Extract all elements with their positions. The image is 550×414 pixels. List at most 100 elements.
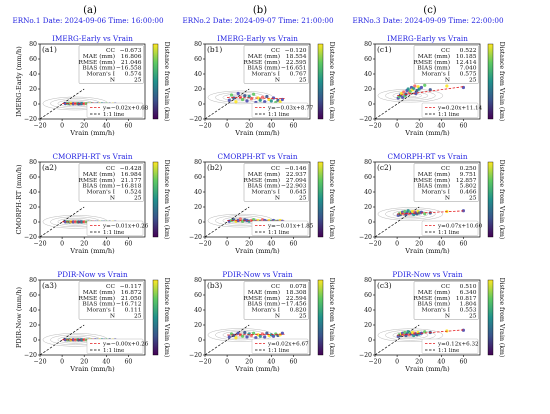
x-tick-label: 20	[415, 359, 423, 366]
panel-title: PDIR-Now vs Vrain	[392, 270, 463, 279]
stat-name: Moran's I	[86, 72, 115, 78]
data-point	[240, 334, 245, 338]
panel-title: IMERG-Early vs Vrain	[52, 34, 133, 43]
colorbar-label: Distance from Vrain (km)	[328, 42, 335, 122]
data-point	[414, 91, 418, 96]
y-tick-label: 80	[29, 41, 37, 48]
y-tick-label: 0	[33, 101, 37, 108]
data-point	[232, 96, 236, 100]
stat-value: 21.177	[121, 178, 142, 184]
stat-value: 6.340	[460, 290, 477, 296]
panels: IMERG-Early vs Vrain −20 0 20 40 60 −20 0 20 40 60…	[15, 34, 505, 373]
y-tick-label: 80	[364, 41, 372, 48]
data-point	[428, 211, 432, 215]
y-tick-label: 0	[368, 101, 372, 108]
one-to-one-line	[374, 324, 420, 356]
x-tick-label: 20	[245, 241, 253, 248]
stat-value: −22.903	[281, 184, 307, 190]
stat-value: 25	[134, 78, 142, 84]
stat-value: 1.804	[460, 302, 477, 308]
stat-value: 10.185	[456, 54, 477, 60]
y-tick-label: 80	[194, 159, 202, 166]
column-label: (a)	[83, 5, 97, 16]
legend-one-to-one-label: 1:1 line	[438, 230, 460, 236]
one-to-one-line	[39, 324, 85, 356]
data-point	[406, 87, 410, 91]
density-contour	[215, 92, 266, 103]
y-tick-label: 0	[368, 337, 372, 344]
stat-name: Moran's I	[421, 308, 450, 314]
stat-name: BIAS (mm)	[82, 65, 115, 72]
stat-name: MAE (mm)	[83, 53, 115, 60]
legend-one-to-one-label: 1:1 line	[438, 348, 460, 354]
column-label: (b)	[253, 5, 267, 16]
y-tick-label: 60	[194, 174, 202, 181]
data-point	[461, 328, 466, 332]
stat-value: 27.094	[286, 178, 307, 184]
y-tick-label: −20	[359, 116, 372, 123]
stat-value: 25	[469, 314, 477, 320]
x-tick-label: 40	[102, 359, 110, 366]
panel-tag: (b3)	[207, 281, 222, 290]
stat-value: 0.767	[290, 72, 307, 78]
stat-name: BIAS (mm)	[417, 301, 450, 308]
stat-name: Moran's I	[421, 72, 450, 78]
stat-name: CC	[441, 48, 451, 54]
stat-name: BIAS (mm)	[247, 183, 280, 190]
panel-title: PDIR-Now vs Vrain	[57, 270, 128, 279]
stat-name: Moran's I	[421, 190, 450, 196]
legend-fit-label: y=−0.00x+0.26	[102, 342, 149, 348]
legend-box	[86, 338, 144, 354]
x-tick-label: 20	[245, 123, 253, 130]
stat-name: N	[275, 314, 280, 320]
y-tick-label: −20	[189, 234, 202, 241]
stat-name: Moran's I	[86, 190, 115, 196]
colorbar-label: Distance from Vrain (km)	[163, 160, 170, 240]
colorbar	[152, 161, 159, 238]
stat-value: 21.046	[121, 60, 142, 66]
x-axis-label: Vrain (mm/h)	[404, 129, 450, 137]
stat-value: 18.554	[286, 54, 307, 60]
stat-value: −16.712	[116, 302, 142, 308]
legend-box	[251, 338, 309, 354]
stat-name: CC	[106, 284, 116, 290]
stat-name: RMSE (mm)	[79, 59, 115, 66]
stat-name: N	[110, 196, 115, 202]
data-point	[260, 332, 265, 336]
y-tick-label: 40	[364, 307, 372, 314]
x-tick-label: −20	[368, 241, 381, 248]
stat-value: 0.524	[125, 190, 142, 196]
x-tick-label: −20	[33, 241, 46, 248]
stat-value: 10.817	[456, 296, 477, 302]
x-tick-label: −20	[368, 123, 381, 130]
x-axis-label: Vrain (mm/h)	[234, 247, 280, 255]
data-point	[247, 94, 251, 99]
y-tick-label: 60	[29, 174, 37, 181]
stat-name: MAE (mm)	[248, 171, 280, 178]
x-tick-label: 40	[437, 241, 445, 248]
data-point	[461, 85, 466, 90]
panel-title: PDIR-Now vs Vrain	[222, 270, 293, 279]
y-tick-label: 20	[29, 204, 37, 211]
x-tick-label: −20	[198, 241, 211, 248]
y-tick-label: 0	[368, 219, 372, 226]
x-tick-label: 20	[415, 123, 423, 130]
y-tick-label: 20	[194, 86, 202, 93]
stat-name: MAE (mm)	[418, 53, 450, 60]
data-point	[445, 84, 449, 88]
stat-name: RMSE (mm)	[244, 59, 280, 66]
stat-value: 0.522	[460, 48, 477, 54]
fit-line	[227, 333, 285, 336]
stat-value: 5.802	[460, 184, 477, 190]
legend-one-to-one-label: 1:1 line	[103, 348, 125, 354]
stats-box	[243, 163, 309, 202]
x-tick-label: 20	[245, 359, 253, 366]
panel-tag: (b2)	[207, 163, 222, 172]
one-to-one-line	[39, 88, 85, 120]
one-to-one-line	[204, 324, 250, 356]
colorbar-label: Distance from Vrain (km)	[498, 42, 505, 122]
data-point	[254, 336, 258, 340]
x-tick-label: −20	[33, 359, 46, 366]
y-tick-label: −20	[189, 116, 202, 123]
